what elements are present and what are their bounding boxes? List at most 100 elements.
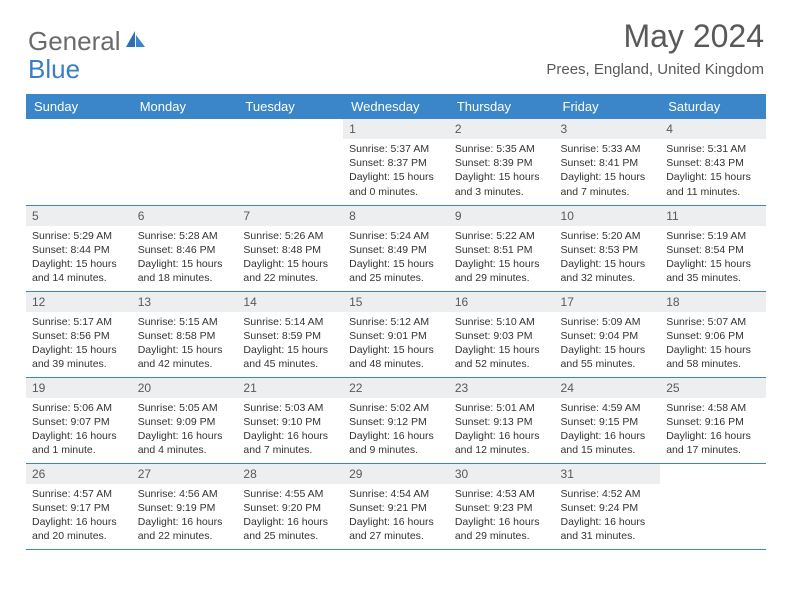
day-details: Sunrise: 5:26 AMSunset: 8:48 PMDaylight:… bbox=[237, 226, 343, 290]
calendar-cell: 8Sunrise: 5:24 AMSunset: 8:49 PMDaylight… bbox=[343, 205, 449, 291]
day-details: Sunrise: 5:09 AMSunset: 9:04 PMDaylight:… bbox=[555, 312, 661, 376]
day-details: Sunrise: 5:05 AMSunset: 9:09 PMDaylight:… bbox=[132, 398, 238, 462]
day-details: Sunrise: 5:01 AMSunset: 9:13 PMDaylight:… bbox=[449, 398, 555, 462]
day-details: Sunrise: 4:57 AMSunset: 9:17 PMDaylight:… bbox=[26, 484, 132, 548]
calendar-cell: 1Sunrise: 5:37 AMSunset: 8:37 PMDaylight… bbox=[343, 119, 449, 205]
day-number: 12 bbox=[26, 292, 132, 312]
logo: General bbox=[28, 18, 149, 57]
calendar-cell: 9Sunrise: 5:22 AMSunset: 8:51 PMDaylight… bbox=[449, 205, 555, 291]
day-details: Sunrise: 5:17 AMSunset: 8:56 PMDaylight:… bbox=[26, 312, 132, 376]
day-number: 20 bbox=[132, 378, 238, 398]
day-number: 3 bbox=[555, 119, 661, 139]
weekday-header: Tuesday bbox=[237, 94, 343, 119]
calendar-cell: 23Sunrise: 5:01 AMSunset: 9:13 PMDayligh… bbox=[449, 377, 555, 463]
calendar-cell: 14Sunrise: 5:14 AMSunset: 8:59 PMDayligh… bbox=[237, 291, 343, 377]
day-details: Sunrise: 5:12 AMSunset: 9:01 PMDaylight:… bbox=[343, 312, 449, 376]
calendar-cell: 13Sunrise: 5:15 AMSunset: 8:58 PMDayligh… bbox=[132, 291, 238, 377]
calendar-cell: 27Sunrise: 4:56 AMSunset: 9:19 PMDayligh… bbox=[132, 463, 238, 549]
weekday-header: Friday bbox=[555, 94, 661, 119]
day-details: Sunrise: 5:31 AMSunset: 8:43 PMDaylight:… bbox=[660, 139, 766, 203]
day-details: Sunrise: 4:55 AMSunset: 9:20 PMDaylight:… bbox=[237, 484, 343, 548]
day-details: Sunrise: 4:52 AMSunset: 9:24 PMDaylight:… bbox=[555, 484, 661, 548]
calendar-row: 26Sunrise: 4:57 AMSunset: 9:17 PMDayligh… bbox=[26, 463, 766, 549]
calendar-cell: 16Sunrise: 5:10 AMSunset: 9:03 PMDayligh… bbox=[449, 291, 555, 377]
day-number: 11 bbox=[660, 206, 766, 226]
weekday-header: Thursday bbox=[449, 94, 555, 119]
calendar-cell: 21Sunrise: 5:03 AMSunset: 9:10 PMDayligh… bbox=[237, 377, 343, 463]
day-details: Sunrise: 4:56 AMSunset: 9:19 PMDaylight:… bbox=[132, 484, 238, 548]
calendar-cell: 20Sunrise: 5:05 AMSunset: 9:09 PMDayligh… bbox=[132, 377, 238, 463]
calendar-cell: 30Sunrise: 4:53 AMSunset: 9:23 PMDayligh… bbox=[449, 463, 555, 549]
day-number: 25 bbox=[660, 378, 766, 398]
day-number: 1 bbox=[343, 119, 449, 139]
day-number: 15 bbox=[343, 292, 449, 312]
weekday-header: Monday bbox=[132, 94, 238, 119]
calendar-cell: 3Sunrise: 5:33 AMSunset: 8:41 PMDaylight… bbox=[555, 119, 661, 205]
day-number: 13 bbox=[132, 292, 238, 312]
day-number: 23 bbox=[449, 378, 555, 398]
calendar-cell bbox=[26, 119, 132, 205]
day-details: Sunrise: 5:06 AMSunset: 9:07 PMDaylight:… bbox=[26, 398, 132, 462]
day-details: Sunrise: 5:28 AMSunset: 8:46 PMDaylight:… bbox=[132, 226, 238, 290]
calendar-cell: 4Sunrise: 5:31 AMSunset: 8:43 PMDaylight… bbox=[660, 119, 766, 205]
day-number: 16 bbox=[449, 292, 555, 312]
day-details: Sunrise: 5:35 AMSunset: 8:39 PMDaylight:… bbox=[449, 139, 555, 203]
logo-word1: General bbox=[28, 26, 121, 57]
calendar-cell: 24Sunrise: 4:59 AMSunset: 9:15 PMDayligh… bbox=[555, 377, 661, 463]
logo-word2: Blue bbox=[28, 54, 80, 84]
day-details: Sunrise: 5:14 AMSunset: 8:59 PMDaylight:… bbox=[237, 312, 343, 376]
calendar-row: 5Sunrise: 5:29 AMSunset: 8:44 PMDaylight… bbox=[26, 205, 766, 291]
calendar-cell: 12Sunrise: 5:17 AMSunset: 8:56 PMDayligh… bbox=[26, 291, 132, 377]
day-details: Sunrise: 4:54 AMSunset: 9:21 PMDaylight:… bbox=[343, 484, 449, 548]
day-details: Sunrise: 5:15 AMSunset: 8:58 PMDaylight:… bbox=[132, 312, 238, 376]
calendar-cell: 26Sunrise: 4:57 AMSunset: 9:17 PMDayligh… bbox=[26, 463, 132, 549]
day-number: 24 bbox=[555, 378, 661, 398]
calendar-cell: 6Sunrise: 5:28 AMSunset: 8:46 PMDaylight… bbox=[132, 205, 238, 291]
day-details: Sunrise: 5:20 AMSunset: 8:53 PMDaylight:… bbox=[555, 226, 661, 290]
day-number: 26 bbox=[26, 464, 132, 484]
day-number: 17 bbox=[555, 292, 661, 312]
calendar-cell: 10Sunrise: 5:20 AMSunset: 8:53 PMDayligh… bbox=[555, 205, 661, 291]
calendar-row: 19Sunrise: 5:06 AMSunset: 9:07 PMDayligh… bbox=[26, 377, 766, 463]
day-details: Sunrise: 5:37 AMSunset: 8:37 PMDaylight:… bbox=[343, 139, 449, 203]
day-details: Sunrise: 4:53 AMSunset: 9:23 PMDaylight:… bbox=[449, 484, 555, 548]
day-number: 29 bbox=[343, 464, 449, 484]
location-text: Prees, England, United Kingdom bbox=[546, 61, 764, 78]
day-number: 28 bbox=[237, 464, 343, 484]
day-details: Sunrise: 5:07 AMSunset: 9:06 PMDaylight:… bbox=[660, 312, 766, 376]
calendar-cell: 5Sunrise: 5:29 AMSunset: 8:44 PMDaylight… bbox=[26, 205, 132, 291]
logo-sail-icon bbox=[125, 29, 147, 54]
day-details: Sunrise: 5:24 AMSunset: 8:49 PMDaylight:… bbox=[343, 226, 449, 290]
weekday-header: Saturday bbox=[660, 94, 766, 119]
day-number: 4 bbox=[660, 119, 766, 139]
month-title: May 2024 bbox=[546, 18, 764, 55]
calendar-row: 12Sunrise: 5:17 AMSunset: 8:56 PMDayligh… bbox=[26, 291, 766, 377]
day-number: 19 bbox=[26, 378, 132, 398]
calendar-cell: 31Sunrise: 4:52 AMSunset: 9:24 PMDayligh… bbox=[555, 463, 661, 549]
day-details: Sunrise: 5:22 AMSunset: 8:51 PMDaylight:… bbox=[449, 226, 555, 290]
day-number: 14 bbox=[237, 292, 343, 312]
day-number: 5 bbox=[26, 206, 132, 226]
calendar-cell bbox=[132, 119, 238, 205]
calendar-cell: 11Sunrise: 5:19 AMSunset: 8:54 PMDayligh… bbox=[660, 205, 766, 291]
calendar-table: SundayMondayTuesdayWednesdayThursdayFrid… bbox=[26, 94, 766, 550]
weekday-header: Wednesday bbox=[343, 94, 449, 119]
day-details: Sunrise: 5:02 AMSunset: 9:12 PMDaylight:… bbox=[343, 398, 449, 462]
calendar-cell: 17Sunrise: 5:09 AMSunset: 9:04 PMDayligh… bbox=[555, 291, 661, 377]
day-number: 2 bbox=[449, 119, 555, 139]
day-number: 8 bbox=[343, 206, 449, 226]
calendar-cell bbox=[237, 119, 343, 205]
page-header: General May 2024 Prees, England, United … bbox=[0, 0, 792, 86]
day-number: 10 bbox=[555, 206, 661, 226]
calendar-cell: 7Sunrise: 5:26 AMSunset: 8:48 PMDaylight… bbox=[237, 205, 343, 291]
calendar-cell: 25Sunrise: 4:58 AMSunset: 9:16 PMDayligh… bbox=[660, 377, 766, 463]
day-number: 18 bbox=[660, 292, 766, 312]
day-details: Sunrise: 5:03 AMSunset: 9:10 PMDaylight:… bbox=[237, 398, 343, 462]
weekday-header: Sunday bbox=[26, 94, 132, 119]
day-number: 30 bbox=[449, 464, 555, 484]
day-details: Sunrise: 4:59 AMSunset: 9:15 PMDaylight:… bbox=[555, 398, 661, 462]
calendar-cell: 19Sunrise: 5:06 AMSunset: 9:07 PMDayligh… bbox=[26, 377, 132, 463]
day-number: 9 bbox=[449, 206, 555, 226]
calendar-body: 1Sunrise: 5:37 AMSunset: 8:37 PMDaylight… bbox=[26, 119, 766, 549]
day-number: 27 bbox=[132, 464, 238, 484]
